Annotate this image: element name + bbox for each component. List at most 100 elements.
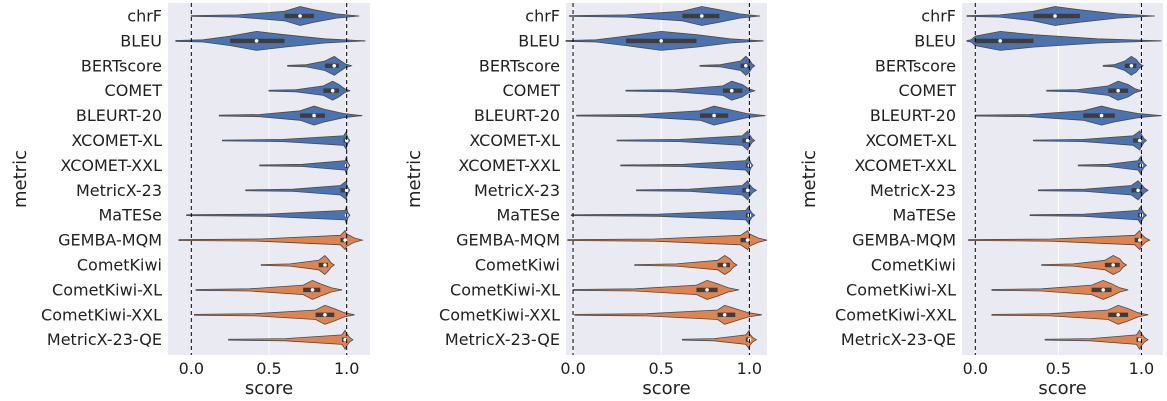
category-label: XCOMET-XXL [854, 156, 956, 175]
category-label: BLEU [120, 31, 162, 50]
violin-cometkiwi [260, 254, 336, 276]
violin-body [572, 279, 739, 300]
category-label: MetricX-23-QE [445, 330, 560, 349]
y-axis-title: metric [799, 150, 820, 208]
violin-gemba-mqm [178, 229, 364, 251]
violin-body [1038, 180, 1149, 201]
violin-median-point [998, 39, 1003, 43]
category-label: GEMBA-MQM [58, 231, 162, 250]
violin-cometkiwi-xl [572, 279, 739, 300]
category-label: MetricX-23-QE [47, 330, 162, 349]
violin-body [570, 204, 756, 226]
violin-median-point [1053, 14, 1057, 18]
x-tick-label: 1.0 [737, 359, 762, 378]
x-tick-label: 0.5 [256, 359, 281, 378]
violin-median-point [344, 188, 349, 193]
category-label: COMET [105, 81, 163, 100]
violin-metricx-23 [245, 179, 351, 201]
violin-bleurt-20 [218, 105, 363, 126]
violin-metricx-23-qe [682, 329, 758, 351]
violin-body [218, 105, 363, 126]
violin-body [222, 129, 351, 152]
category-label: CometKiwi [77, 256, 162, 275]
violin-body [186, 205, 351, 225]
violin-bleu [565, 30, 764, 51]
violin-body [991, 304, 1149, 325]
violin-body [682, 329, 758, 351]
panel-1: chrF BLEU BERTscore COMET BLEURT-20 XCOMET-XL… [10, 3, 370, 399]
category-label: BLEU [518, 31, 560, 50]
category-label: COMET [503, 81, 561, 100]
violin-bleurt-20 [974, 105, 1162, 126]
violin-median-point [705, 288, 709, 292]
category-label: CometKiwi [871, 256, 956, 275]
y-axis-title: metric [10, 150, 31, 208]
violin-body [1029, 204, 1148, 226]
panel-2: chrF BLEU BERTscore COMET BLEURT-20 XCOMET-XL… [404, 3, 768, 399]
violin-xcomet-xl [616, 130, 756, 151]
violin-cometkiwi [634, 255, 738, 275]
violin-iqr-box [975, 38, 1034, 44]
category-label: MetricX-23 [474, 181, 560, 200]
x-axis-title: score [245, 378, 293, 399]
category-label: BLEURT-20 [76, 106, 162, 125]
category-label: CometKiwi-XL [450, 280, 560, 299]
violin-metricx-23 [636, 180, 758, 201]
violin-cometkiwi-xl [991, 279, 1129, 300]
violin-body [195, 279, 343, 300]
category-label: CometKiwi-XXL [439, 305, 560, 324]
violin-iqr-box [324, 63, 339, 68]
category-label: MaTESe [497, 206, 561, 225]
category-label: MetricX-23 [870, 181, 956, 200]
category-label: BERTscore [81, 56, 162, 75]
violin-chrf [966, 6, 1155, 26]
violin-gemba-mqm [567, 230, 768, 251]
plot-area [566, 3, 767, 355]
category-label: chrF [127, 7, 162, 26]
category-label: XCOMET-XXL [458, 156, 560, 175]
violin-bleu [966, 30, 1162, 51]
category-label: BERTscore [875, 56, 956, 75]
violin-body [574, 304, 762, 325]
category-label: XCOMET-XL [71, 131, 162, 150]
violin-median-point [254, 39, 259, 43]
x-tick-label: 0.0 [963, 359, 988, 378]
violin-median-point [298, 14, 302, 18]
violin-body [567, 230, 768, 251]
violin-matese [186, 205, 351, 225]
plot-area [962, 3, 1163, 355]
violin-body [1046, 80, 1143, 101]
x-tick-label: 0.5 [648, 359, 673, 378]
violin-metricx-23 [1038, 180, 1149, 201]
category-label: BERTscore [479, 56, 560, 75]
violin-median-point [344, 138, 349, 143]
violin-body [259, 155, 351, 176]
violin-xcomet-xl [222, 129, 351, 152]
violin-median-point [1111, 263, 1115, 267]
category-label: CometKiwi-XL [846, 280, 956, 299]
violin-body [636, 180, 758, 201]
category-label: GEMBA-MQM [456, 231, 560, 250]
violin-iqr-box [740, 237, 750, 243]
violin-median-point [712, 113, 716, 118]
violin-body [966, 30, 1162, 51]
violin-bertscore [699, 55, 756, 76]
violin-cometkiwi-xxl [194, 304, 355, 325]
violin-bleu [175, 30, 366, 51]
violin-median-point [1116, 313, 1120, 317]
violin-body [974, 105, 1162, 126]
category-label: GEMBA-MQM [852, 231, 956, 250]
violin-median-point [1116, 88, 1120, 93]
violin-body [576, 105, 766, 126]
category-label: chrF [525, 7, 560, 26]
x-tick-label: 1.0 [1129, 359, 1154, 378]
category-label: XCOMET-XXL [60, 156, 162, 175]
violin-body [190, 6, 360, 26]
violin-median-point [1137, 337, 1142, 342]
violin-body [287, 55, 353, 76]
violin-median-point [744, 64, 748, 68]
violin-body [968, 229, 1151, 251]
violin-iqr-box [1083, 113, 1115, 118]
violin-median-point [729, 88, 734, 93]
